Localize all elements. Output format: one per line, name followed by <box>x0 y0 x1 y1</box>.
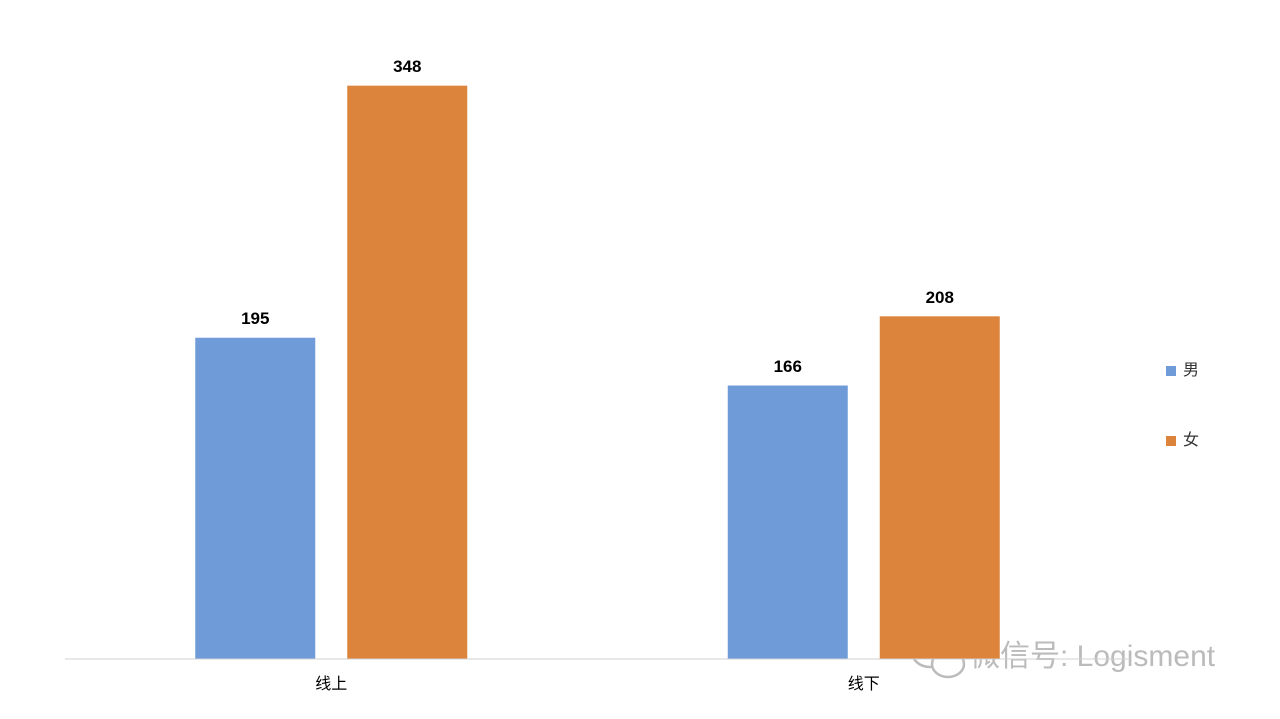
data-label: 195 <box>241 309 269 328</box>
data-label: 348 <box>393 57 421 76</box>
bar <box>347 85 468 660</box>
watermark: 微信号: Logisment <box>970 640 1216 673</box>
bar <box>195 337 316 659</box>
bar <box>727 385 848 659</box>
data-label: 166 <box>774 357 802 376</box>
data-label: 208 <box>926 288 954 307</box>
legend-label: 女 <box>1183 430 1199 449</box>
legend-swatch <box>1166 436 1176 446</box>
legend-label: 男 <box>1183 362 1199 379</box>
x-tick-label: 线上 <box>315 675 347 693</box>
legend-swatch <box>1166 366 1176 376</box>
x-tick-label: 线下 <box>848 675 880 693</box>
bar <box>879 316 1000 659</box>
